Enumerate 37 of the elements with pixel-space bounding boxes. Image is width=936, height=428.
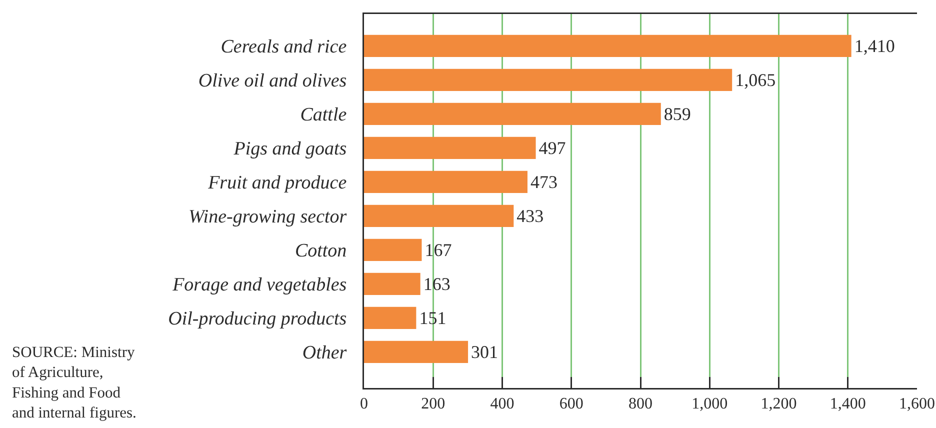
bar <box>364 238 422 262</box>
y-tick-label: Olive oil and olives <box>198 70 347 92</box>
bar <box>364 272 420 296</box>
x-tick-label: 600 <box>559 396 584 413</box>
bar <box>364 204 514 228</box>
y-tick-label: Cotton <box>294 240 347 262</box>
x-tick-label: 200 <box>421 396 446 413</box>
bar <box>364 34 852 58</box>
data-label: 497 <box>538 138 566 158</box>
bar <box>364 102 661 126</box>
y-tick-label: Forage and vegetables <box>172 274 347 296</box>
bar <box>364 68 732 92</box>
y-tick-label: Pigs and goats <box>232 138 347 160</box>
data-label: 859 <box>664 104 691 124</box>
x-tick-label: 800 <box>628 396 652 413</box>
x-tick-label: 1,000 <box>692 396 728 413</box>
data-label: 301 <box>471 342 498 362</box>
source-note: SOURCE: Ministry of Agriculture, Fishing and Food and internal figures. <box>12 344 136 422</box>
y-tick-label: Oil-producing products <box>168 308 347 330</box>
y-tick-label: Other <box>302 342 348 364</box>
bar <box>364 170 528 194</box>
data-label: 1,410 <box>854 36 895 56</box>
bar <box>364 136 536 160</box>
bar <box>364 340 468 364</box>
data-label: 433 <box>516 206 544 226</box>
y-tick-label: Cattle <box>300 104 347 126</box>
data-label: 473 <box>530 172 558 192</box>
bar <box>364 306 416 330</box>
data-label: 1,065 <box>735 70 776 90</box>
y-tick-label: Fruit and produce <box>207 172 347 194</box>
y-tick-label: Cereals and rice <box>220 36 347 58</box>
y-tick-label: Wine-growing sector <box>188 206 348 228</box>
x-tick-label: 1,200 <box>760 396 797 413</box>
x-tick-label: 1,600 <box>899 396 935 413</box>
x-tick-label: 1,400 <box>830 396 866 413</box>
x-tick-label: 0 <box>360 396 368 413</box>
x-tick-label: 400 <box>490 396 514 413</box>
